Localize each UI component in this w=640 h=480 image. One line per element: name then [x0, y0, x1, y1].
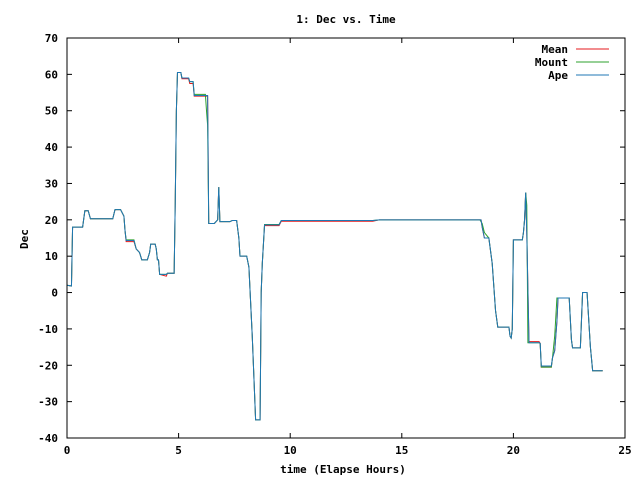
y-tick-label: -40	[38, 432, 58, 445]
y-tick-label: -10	[38, 323, 58, 336]
y-tick-label: 10	[45, 250, 58, 263]
chart-title: 1: Dec vs. Time	[296, 13, 396, 26]
x-tick-label: 10	[284, 444, 297, 457]
x-tick-label: 0	[64, 444, 71, 457]
x-tick-label: 20	[507, 444, 520, 457]
series-line-mount	[67, 72, 603, 421]
series-line-mean	[67, 72, 603, 421]
y-tick-label: -20	[38, 359, 58, 372]
plot-frame	[66, 37, 626, 439]
x-tick-label: 15	[395, 444, 408, 457]
legend-label-mean: Mean	[542, 43, 569, 56]
axis-layer: 0 5 10 15 20 25 -40 -30 -20 -10 0 10 20 30 40 50 60 70	[38, 32, 632, 457]
series-line-ape	[67, 72, 603, 421]
legend-label-mount: Mount	[535, 56, 568, 69]
legend-label-ape: Ape	[548, 69, 568, 82]
y-tick-label: 20	[45, 214, 58, 227]
y-tick-label: 70	[45, 32, 58, 45]
y-tick-label: -30	[38, 396, 58, 409]
series-layer	[67, 72, 603, 421]
y-tick-label: 30	[45, 177, 58, 190]
y-axis-label: Dec	[18, 229, 31, 249]
y-tick-label: 50	[45, 105, 58, 118]
x-tick-label: 25	[618, 444, 631, 457]
y-tick-label: 0	[51, 287, 58, 300]
y-tick-label: 40	[45, 141, 58, 154]
x-axis-label: time (Elapse Hours)	[280, 463, 406, 476]
y-tick-label: 60	[45, 68, 58, 81]
x-tick-label: 5	[175, 444, 182, 457]
